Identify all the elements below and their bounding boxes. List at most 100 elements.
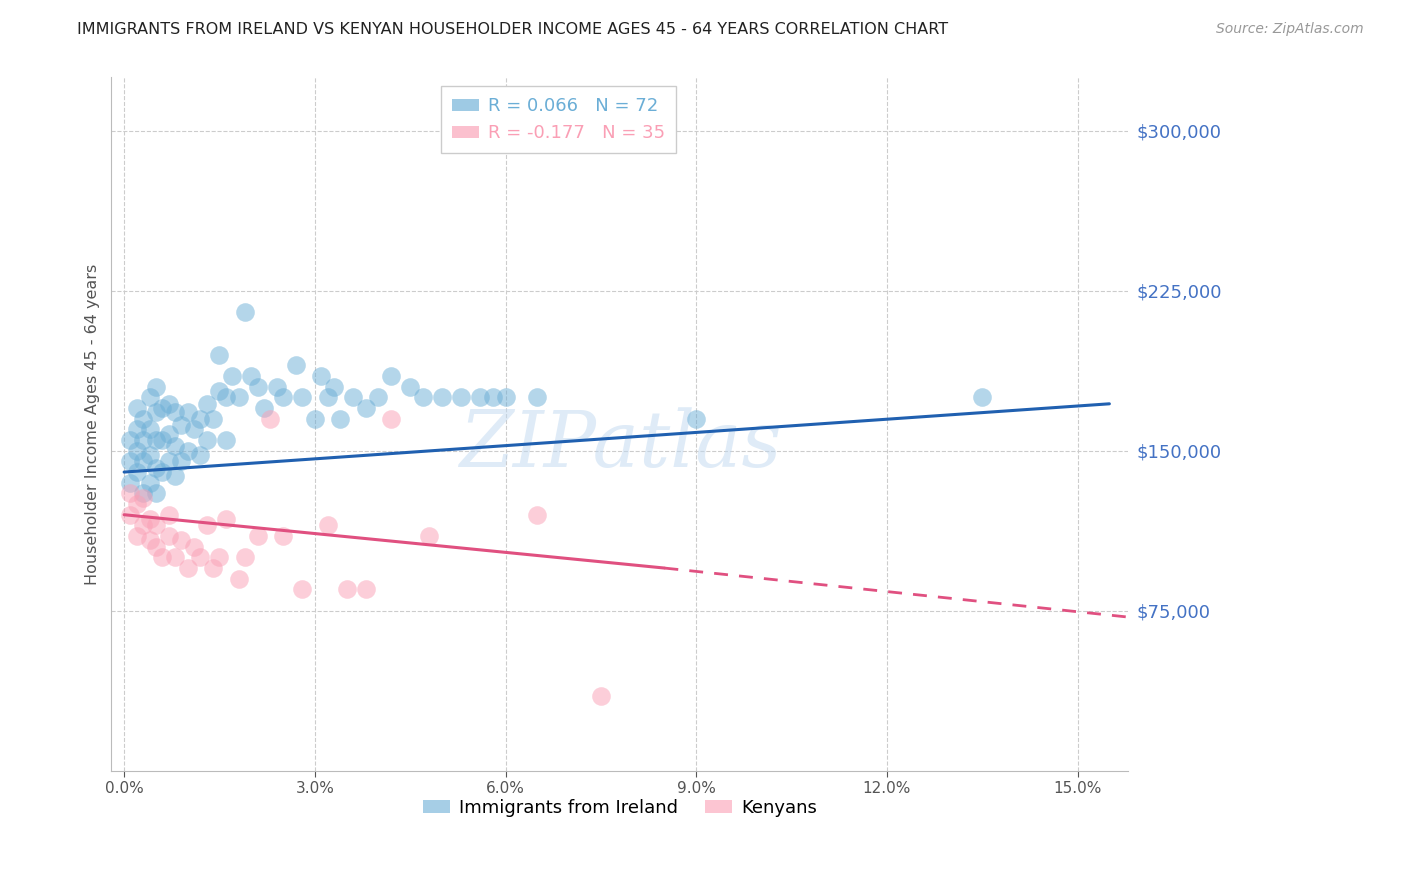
Point [132, 491, 155, 505]
Point [145, 540, 167, 554]
Point [157, 397, 180, 411]
Point [412, 391, 434, 405]
Point [202, 561, 225, 575]
Point [125, 529, 148, 543]
Point [380, 411, 402, 425]
Point [354, 582, 377, 597]
Point [233, 550, 256, 565]
Point [526, 508, 548, 522]
Point [170, 418, 193, 433]
Point [125, 422, 148, 436]
Point [208, 384, 231, 398]
Point [336, 582, 359, 597]
Point [685, 411, 707, 425]
Point [266, 380, 288, 394]
Point [150, 401, 173, 415]
Point [125, 465, 148, 479]
Point [150, 433, 173, 447]
Point [380, 369, 402, 384]
Point [228, 572, 250, 586]
Point [138, 391, 160, 405]
Point [271, 391, 294, 405]
Point [120, 508, 142, 522]
Point [145, 518, 167, 533]
Point [120, 475, 142, 490]
Point [271, 529, 294, 543]
Point [132, 518, 155, 533]
Point [316, 518, 339, 533]
Point [170, 533, 193, 548]
Point [157, 529, 180, 543]
Point [354, 401, 377, 415]
Text: IMMIGRANTS FROM IRELAND VS KENYAN HOUSEHOLDER INCOME AGES 45 - 64 YEARS CORRELAT: IMMIGRANTS FROM IRELAND VS KENYAN HOUSEH… [77, 22, 949, 37]
Point [163, 440, 186, 454]
Point [138, 533, 160, 548]
Point [157, 508, 180, 522]
Legend: Immigrants from Ireland, Kenyans: Immigrants from Ireland, Kenyans [416, 791, 824, 824]
Point [190, 411, 212, 425]
Point [163, 405, 186, 419]
Point [367, 391, 389, 405]
Point [291, 582, 314, 597]
Point [132, 411, 155, 425]
Point [195, 433, 218, 447]
Point [215, 512, 238, 526]
Point [329, 411, 352, 425]
Point [208, 550, 231, 565]
Text: ZIPatlas: ZIPatlas [458, 407, 782, 483]
Point [138, 512, 160, 526]
Point [183, 540, 205, 554]
Point [221, 369, 243, 384]
Point [589, 689, 612, 703]
Point [145, 460, 167, 475]
Point [284, 359, 307, 373]
Point [418, 529, 440, 543]
Point [215, 391, 238, 405]
Point [972, 391, 994, 405]
Point [291, 391, 314, 405]
Point [120, 454, 142, 468]
Point [157, 426, 180, 441]
Point [132, 454, 155, 468]
Point [430, 391, 453, 405]
Point [233, 305, 256, 319]
Point [526, 391, 548, 405]
Point [190, 550, 212, 565]
Point [342, 391, 364, 405]
Point [132, 433, 155, 447]
Point [125, 497, 148, 511]
Point [157, 454, 180, 468]
Point [163, 469, 186, 483]
Point [120, 433, 142, 447]
Point [145, 433, 167, 447]
Point [132, 486, 155, 500]
Point [322, 380, 344, 394]
Point [316, 391, 339, 405]
Point [138, 475, 160, 490]
Point [163, 550, 186, 565]
Point [246, 529, 269, 543]
Point [150, 465, 173, 479]
Point [253, 401, 276, 415]
Point [145, 405, 167, 419]
Point [138, 422, 160, 436]
Point [176, 443, 198, 458]
Point [495, 391, 517, 405]
Point [228, 391, 250, 405]
Point [145, 380, 167, 394]
Y-axis label: Householder Income Ages 45 - 64 years: Householder Income Ages 45 - 64 years [86, 263, 100, 584]
Point [195, 518, 218, 533]
Point [195, 397, 218, 411]
Point [259, 411, 281, 425]
Point [202, 411, 225, 425]
Point [215, 433, 238, 447]
Point [125, 401, 148, 415]
Point [183, 422, 205, 436]
Point [481, 391, 503, 405]
Point [450, 391, 472, 405]
Point [176, 561, 198, 575]
Point [309, 369, 332, 384]
Point [125, 443, 148, 458]
Point [120, 486, 142, 500]
Point [190, 448, 212, 462]
